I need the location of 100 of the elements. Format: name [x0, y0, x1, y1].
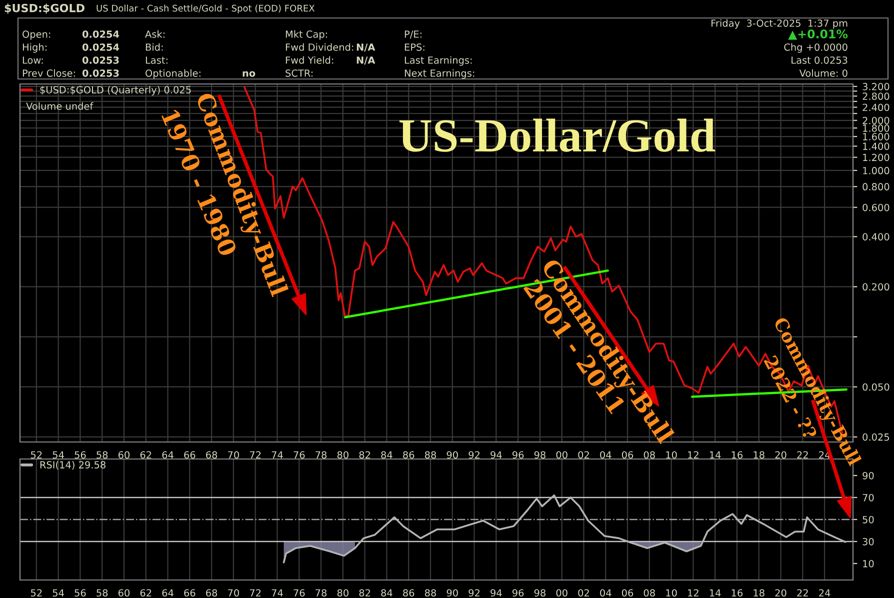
text: High: [22, 43, 46, 53]
x-tick-label: 02 [578, 451, 589, 459]
x-tick-label: 00 [556, 451, 568, 459]
x-tick-label: 24 [819, 589, 830, 596]
x-tick-label: 58 [96, 589, 108, 597]
text: no [242, 71, 256, 77]
x-tick-label: 96 [512, 589, 524, 597]
x-tick-label: 74 [272, 451, 283, 458]
text: US Dollar - Cash Settle/Gold - Spot (EOD) FOREX [96, 4, 315, 14]
x-tick-label: 68 [206, 451, 218, 459]
x-tick-label: 86 [403, 589, 414, 597]
x-tick-label: 94 [490, 589, 502, 597]
x-tick-label: 62 [140, 589, 152, 597]
y-tick-label: 2.000 [862, 116, 890, 124]
x-tick-label: 14 [710, 451, 721, 458]
x-tick-label: 22 [797, 589, 808, 596]
x-tick-label: 14 [710, 589, 721, 596]
text: Fwd Yield: [286, 56, 334, 64]
x-tick-label: 70 [228, 451, 239, 459]
x-tick-label: 54 [52, 451, 64, 459]
text: Mkt Cap: [286, 30, 327, 40]
text: 0.0254 [82, 30, 120, 38]
x-tick-label: 86 [403, 451, 414, 459]
text: P/E: [404, 30, 422, 39]
x-tick-label: 52 [30, 589, 42, 597]
x-tick-label: 82 [359, 451, 370, 459]
y-tick-label: 0.400 [862, 233, 890, 240]
x-tick-label: 72 [250, 451, 261, 458]
x-tick-label: 08 [644, 451, 655, 459]
y-tick-label: 1.800 [863, 124, 890, 132]
text: Prev Close: [22, 69, 75, 77]
y-tick-label: 1.200 [863, 154, 890, 162]
x-tick-label: 16 [732, 451, 743, 459]
x-tick-label: 04 [600, 451, 612, 459]
y-tick-label: 2.800 [862, 92, 890, 100]
text: Volume: 0 [799, 69, 848, 77]
x-tick-label: 12 [688, 589, 698, 596]
x-tick-label: 16 [732, 589, 743, 597]
x-tick-label: 82 [359, 589, 370, 597]
text: Next Earnings: [404, 69, 474, 79]
x-tick-label: 78 [316, 589, 327, 597]
y-tick-label: 0.800 [862, 183, 890, 190]
text: Last 0.0253 [792, 56, 848, 64]
x-tick-label: 88 [424, 589, 436, 597]
x-tick-label: 10 [666, 451, 677, 459]
text: Bid: [146, 43, 163, 51]
text: N/A [356, 44, 376, 52]
x-tick-label: 78 [316, 451, 327, 459]
x-tick-label: 92 [468, 589, 480, 597]
x-tick-label: 06 [622, 589, 634, 597]
x-tick-label: 52 [30, 451, 42, 459]
text: EPS: [404, 43, 424, 51]
line-series [282, 494, 846, 564]
x-tick-label: 98 [534, 451, 546, 459]
x-tick-label: 84 [381, 451, 392, 459]
x-tick-label: 70 [228, 589, 239, 597]
x-tick-label: 72 [250, 589, 261, 596]
y-tick-label: 10 [863, 560, 874, 568]
x-tick-label: 66 [184, 589, 196, 597]
y-tick-label: 0.050 [862, 383, 890, 391]
y-tick-label: 90 [862, 472, 874, 480]
x-tick-label: 56 [74, 589, 86, 597]
y-tick-label: 1.000 [863, 166, 890, 174]
text: Ask: [145, 30, 164, 38]
text: ▲+0.01% [788, 29, 848, 40]
x-tick-label: 94 [490, 451, 502, 459]
text: Last Earnings: [404, 56, 472, 66]
x-tick-label: 74 [272, 589, 283, 596]
text: Friday 3-Oct-2025 1:37 pm [712, 19, 848, 29]
x-tick-label: 10 [666, 589, 677, 597]
x-tick-label: 90 [446, 589, 458, 597]
y-tick-label: 50 [862, 516, 874, 524]
x-tick-label: 66 [184, 451, 196, 459]
x-tick-label: 96 [512, 451, 524, 459]
x-tick-label: 08 [644, 589, 655, 597]
y-tick-label: 3.200 [862, 82, 890, 90]
text: SCTR: [286, 69, 312, 77]
x-tick-label: 18 [754, 589, 764, 597]
text: N/A [356, 56, 376, 65]
x-tick-label: 60 [118, 589, 130, 597]
x-tick-label: 18 [754, 451, 764, 459]
x-tick-label: 64 [162, 451, 174, 459]
legend-label: $USD:$GOLD (Quarterly) 0.025 [40, 86, 191, 96]
x-tick-label: 60 [118, 451, 130, 459]
text: 0.0253 [82, 69, 119, 77]
x-tick-label: 68 [206, 589, 218, 597]
text: Last: [146, 56, 168, 64]
y-tick-label: 1.600 [863, 132, 890, 140]
text: US-Dollar/Gold [399, 118, 716, 152]
x-tick-label: 00 [556, 589, 568, 597]
y-tick-label: 30 [862, 538, 874, 546]
y-tick-label: 0.600 [862, 204, 890, 212]
x-tick-label: 90 [446, 451, 458, 459]
x-tick-label: 84 [381, 589, 392, 597]
x-tick-label: 20 [775, 589, 786, 597]
text: Low: [22, 56, 43, 64]
x-tick-label: 92 [468, 451, 480, 459]
y-tick-label: 0.025 [862, 433, 890, 441]
text: Open: [22, 30, 50, 40]
x-tick-label: 58 [96, 451, 108, 459]
